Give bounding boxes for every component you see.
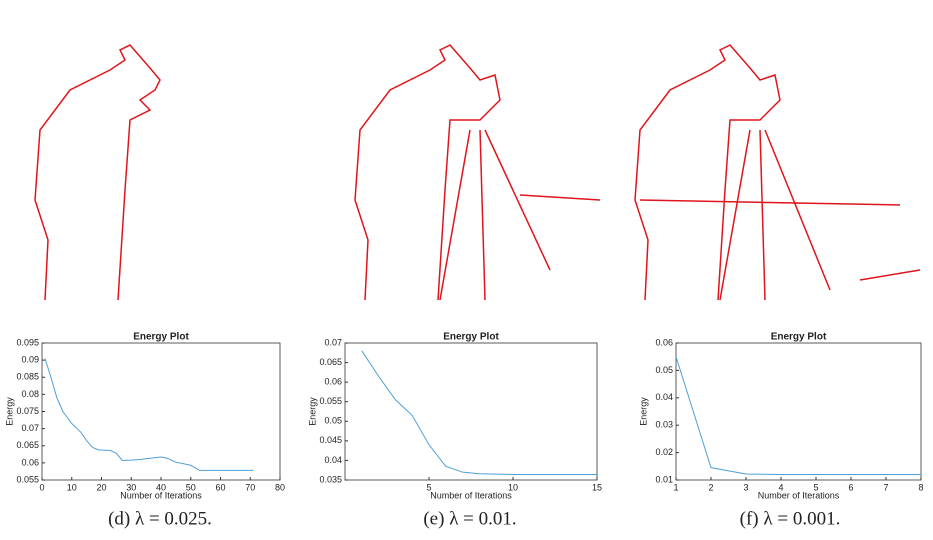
x-tick-label: 80	[275, 482, 285, 492]
chart-title: Energy Plot	[133, 332, 189, 343]
y-tick-label: 0.075	[16, 406, 39, 416]
y-tick-label: 0.065	[319, 357, 342, 367]
x-tick-label: 15	[592, 482, 602, 492]
y-tick-label: 0.02	[655, 447, 673, 457]
y-tick-label: 0.055	[16, 474, 39, 484]
line	[362, 351, 597, 475]
x-tick-label: 70	[245, 482, 255, 492]
x-tick-label: 1	[673, 482, 678, 492]
y-axis-label: Energy	[638, 397, 648, 426]
x-axis-label: Number of Iterations	[120, 490, 202, 500]
y-axis-label: Energy	[307, 397, 317, 426]
x-tick-label: 0	[39, 482, 44, 492]
caption: (e) λ = 0.01.	[423, 508, 516, 529]
y-tick-label: 0.035	[319, 474, 342, 484]
y-tick-label: 0.085	[16, 372, 39, 382]
y-tick-label: 0.06	[21, 457, 39, 467]
x-tick-label: 6	[848, 482, 853, 492]
x-axis-label: Number of Iterations	[758, 490, 840, 500]
x-tick-label: 10	[67, 482, 77, 492]
chart-title: Energy Plot	[443, 332, 499, 343]
y-tick-label: 0.095	[16, 337, 39, 347]
x-tick-label: 20	[96, 482, 106, 492]
plot-frame	[345, 343, 597, 480]
y-tick-label: 0.06	[324, 377, 342, 387]
figure: 0.055 0.06 0.065 0.07 0.075 0.08 0.085 0.09 0.09…	[0, 0, 933, 540]
plot-frame	[676, 343, 921, 480]
x-tick-label: 8	[918, 482, 923, 492]
x-tick-label: 7	[883, 482, 888, 492]
x-axis-label: Number of Iterations	[430, 490, 512, 500]
chart-title: Energy Plot	[771, 332, 827, 343]
plot-frame	[42, 343, 280, 480]
y-tick-label: 0.065	[16, 440, 39, 450]
caption: (d) λ = 0.025.	[108, 508, 212, 529]
y-tick-label: 0.04	[324, 455, 342, 465]
y-axis-label: Energy	[4, 397, 14, 426]
y-tick-label: 0.03	[655, 420, 673, 430]
y-tick-label: 0.045	[319, 435, 342, 445]
y-tick-label: 0.05	[655, 365, 673, 375]
caption: (f) λ = 0.001.	[740, 508, 841, 529]
y-tick-label: 0.09	[21, 355, 39, 365]
y-tick-label: 0.06	[655, 337, 673, 347]
line	[676, 357, 921, 475]
edge-image	[635, 45, 920, 300]
y-tick-label: 0.08	[21, 389, 39, 399]
x-tick-label: 2	[708, 482, 713, 492]
edge-image	[355, 45, 600, 300]
y-tick-label: 0.07	[21, 423, 39, 433]
x-tick-label: 3	[743, 482, 748, 492]
line	[45, 358, 253, 470]
y-tick-label: 0.07	[324, 337, 342, 347]
y-tick-label: 0.055	[319, 396, 342, 406]
y-tick-label: 0.01	[655, 474, 673, 484]
edge-image	[35, 45, 160, 300]
y-tick-label: 0.04	[655, 392, 673, 402]
y-tick-label: 0.05	[324, 416, 342, 426]
x-tick-label: 60	[215, 482, 225, 492]
